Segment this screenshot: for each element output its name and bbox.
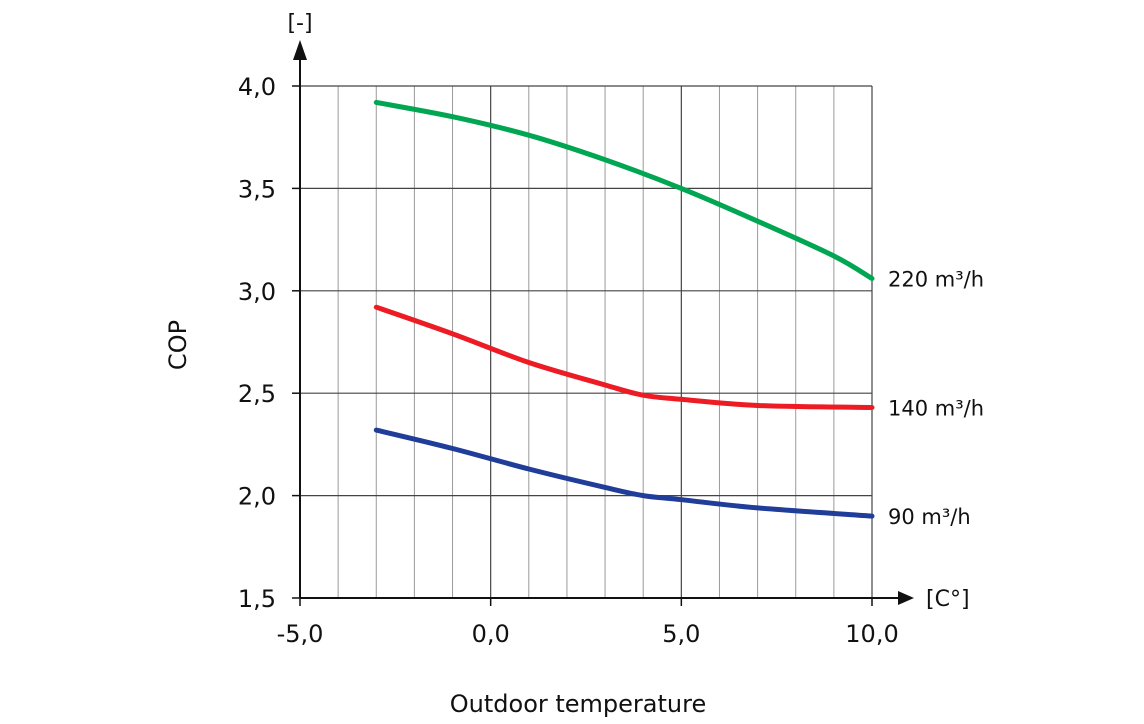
series-label-220: 220 m³/h [888, 268, 984, 292]
series-line-220 [373, 99, 875, 281]
x-axis-arrow [898, 591, 914, 605]
y-tick-label: 2,5 [238, 380, 276, 408]
x-tick-label: 5,0 [662, 620, 700, 648]
y-axis-title: COP [164, 320, 192, 370]
x-tick-label: 10,0 [845, 620, 898, 648]
series-label-90: 90 m³/h [888, 505, 971, 529]
grid [300, 85, 873, 598]
x-axis-title: Outdoor temperature [450, 690, 706, 718]
x-tick-label: 0,0 [472, 620, 510, 648]
y-tick-label: 3,5 [238, 175, 276, 203]
series-line-90 [373, 427, 875, 519]
tick-labels: -5,0 0,0 5,0 10,0 1,5 2,0 2,5 3,0 3,5 4,0 [238, 73, 899, 648]
y-tick-label: 3,0 [238, 278, 276, 306]
y-axis-arrow [293, 40, 307, 60]
x-unit-label: [C°] [926, 587, 970, 612]
x-tick-label: -5,0 [277, 620, 324, 648]
series-label-140: 140 m³/h [888, 397, 984, 421]
y-tick-label: 2,0 [238, 483, 276, 511]
y-tick-label: 4,0 [238, 73, 276, 101]
axes [293, 40, 914, 605]
y-tick-label: 1,5 [238, 585, 276, 613]
series-line-140 [373, 304, 875, 410]
y-unit-label: [-] [287, 11, 312, 36]
series: 220 m³/h 140 m³/h 90 m³/h [373, 99, 984, 529]
